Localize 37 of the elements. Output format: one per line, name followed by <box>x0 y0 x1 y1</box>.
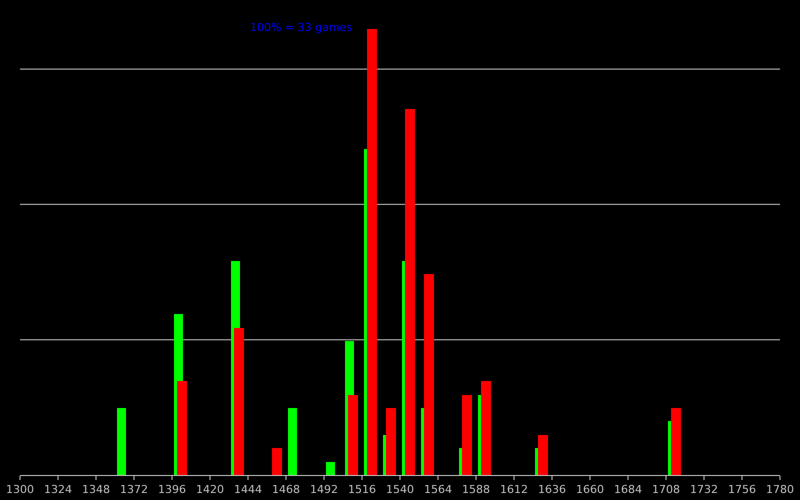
bar <box>481 381 491 475</box>
x-tick-label: 1540 <box>386 483 414 496</box>
bar <box>117 408 126 475</box>
bar <box>177 381 187 475</box>
bar <box>326 462 335 475</box>
x-tick-label: 1300 <box>6 483 34 496</box>
bar <box>348 395 358 475</box>
bar <box>272 448 282 475</box>
x-tick-label: 1444 <box>234 483 262 496</box>
x-tick-label: 1468 <box>272 483 300 496</box>
x-tick-label: 1708 <box>652 483 680 496</box>
x-tick-label: 1756 <box>728 483 756 496</box>
x-tick-label: 1636 <box>538 483 566 496</box>
bar <box>424 274 434 475</box>
bar <box>288 408 297 475</box>
bar <box>671 408 681 475</box>
x-tick-label: 1660 <box>576 483 604 496</box>
x-tick-label: 1492 <box>310 483 338 496</box>
x-tick-label: 1396 <box>158 483 186 496</box>
annotation: 100% = 33 games <box>250 21 352 34</box>
x-tick-label: 1516 <box>348 483 376 496</box>
x-tick-label: 1684 <box>614 483 642 496</box>
x-tick-label: 1732 <box>690 483 718 496</box>
bar <box>386 408 396 475</box>
x-tick-label: 1372 <box>120 483 148 496</box>
x-tick-label: 1564 <box>424 483 452 496</box>
bar <box>462 395 472 475</box>
bar <box>367 29 377 475</box>
x-tick-label: 1780 <box>766 483 794 496</box>
bar <box>234 328 244 475</box>
x-tick-label: 1588 <box>462 483 490 496</box>
x-tick-label: 1324 <box>44 483 72 496</box>
bar <box>405 109 415 475</box>
x-tick-label: 1348 <box>82 483 110 496</box>
bar <box>538 435 548 475</box>
x-tick-label: 1420 <box>196 483 224 496</box>
x-tick-label: 1612 <box>500 483 528 496</box>
